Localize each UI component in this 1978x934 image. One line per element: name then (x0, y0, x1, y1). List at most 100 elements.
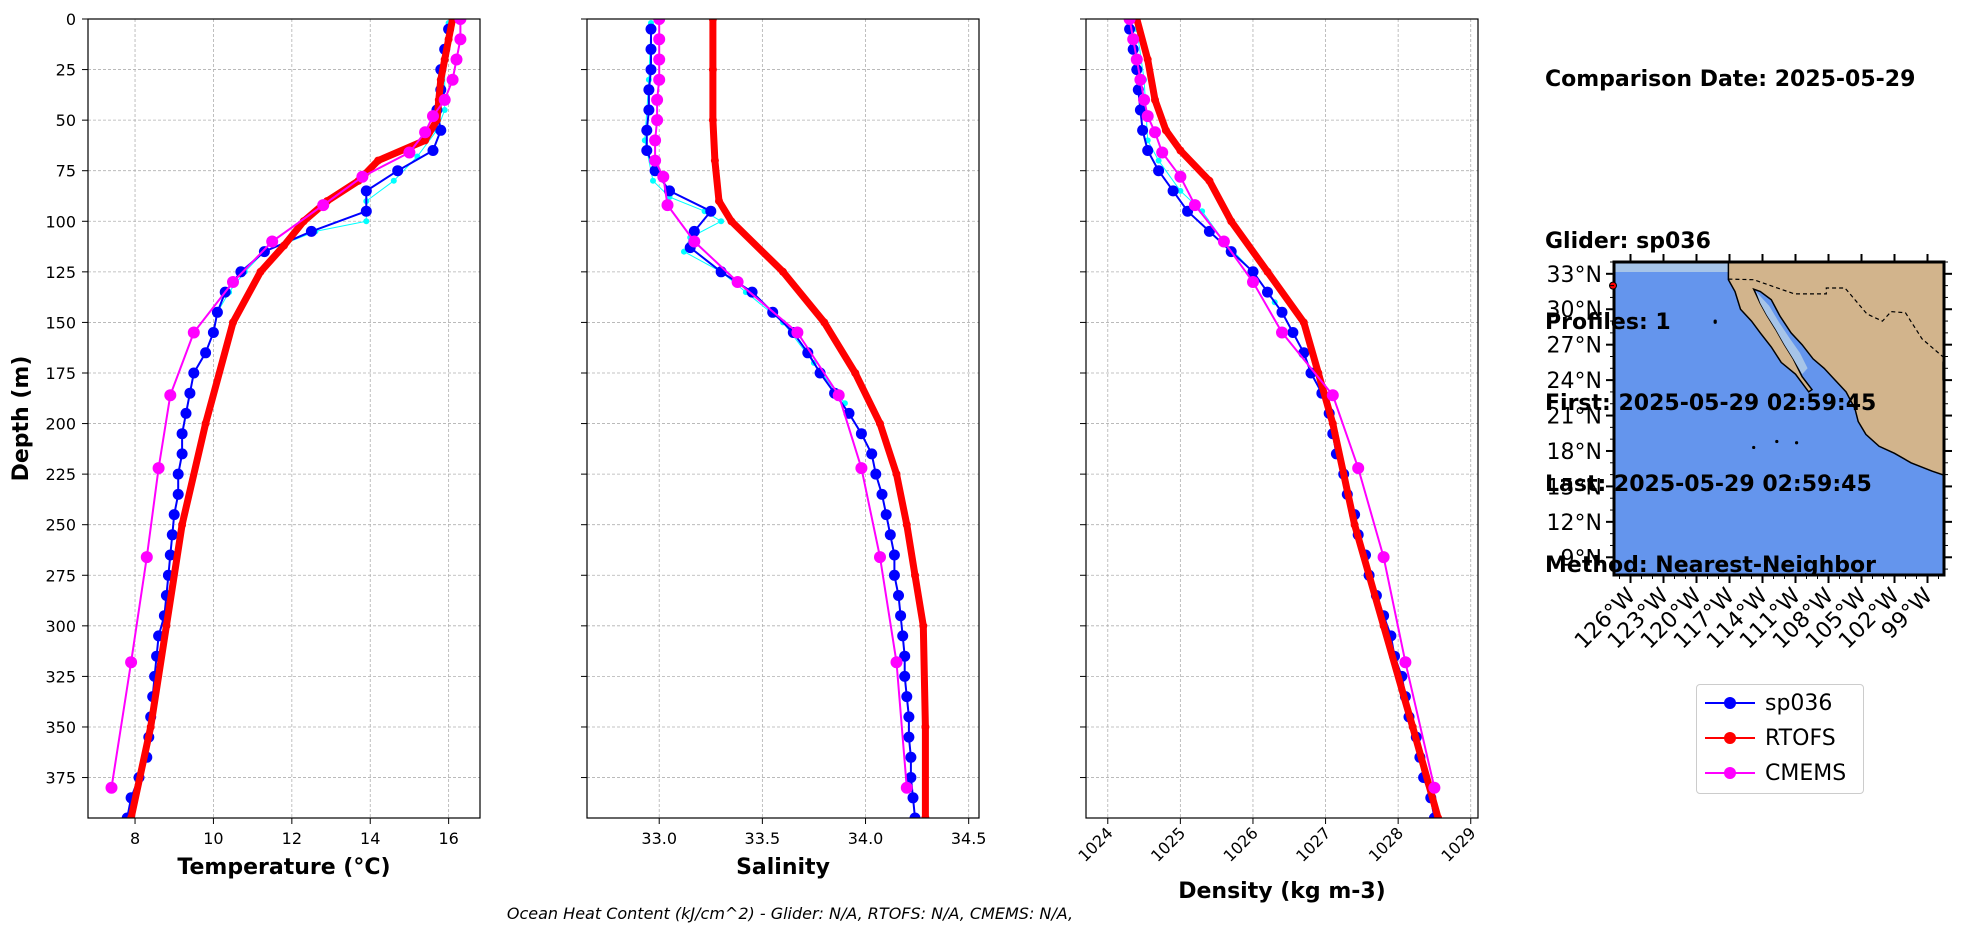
us-mexico-border (1728, 278, 1944, 359)
lat-label: 30°N (1547, 298, 1602, 323)
salinity-series (641, 19, 930, 818)
salinity-point-sp036 (893, 590, 904, 601)
salinity-point-rtofs (911, 571, 919, 580)
density-point-sp036 (1131, 64, 1143, 76)
density-point-sp036 (1153, 165, 1165, 177)
island (1713, 320, 1717, 324)
temperature-point-sp036 (172, 468, 184, 480)
depth-tick-label: 175 (45, 364, 76, 383)
depth-tick-label: 150 (45, 313, 76, 332)
density-point-cmems (1247, 276, 1259, 288)
temperature-point-cmems (317, 199, 330, 212)
interpolation-method: Method: Nearest-Neighbor (1545, 553, 1876, 578)
density-tick-label: 1029 (1437, 823, 1479, 865)
legend-marker-cmems (1724, 767, 1736, 779)
lat-label: 33°N (1547, 263, 1602, 288)
salinity-point-cmems (657, 170, 670, 183)
temperature-point-sp036 (207, 327, 219, 338)
density-line-cmems (1128, 19, 1436, 788)
temperature-point-sp036 (176, 428, 188, 440)
salinity-point-cmems (874, 551, 886, 564)
density-line-rtofs (1133, 19, 1442, 818)
density-point-rtofs (1299, 318, 1308, 327)
temperature-point-rtofs (374, 156, 383, 165)
density-point-cmems (1149, 126, 1161, 139)
salinity-point-rtofs (779, 267, 787, 276)
salinity-point-cmems (890, 656, 903, 669)
island (1775, 439, 1779, 444)
salinity-point-sp036 (641, 145, 653, 156)
density-point-rtofs (1434, 814, 1443, 818)
density-point-cmems (1399, 656, 1412, 669)
salinity-point-sp036 (746, 286, 758, 298)
salinity-point-sp036 (899, 650, 911, 662)
lat-label: 9°N (1561, 546, 1602, 571)
salinity-point-rtofs (708, 116, 717, 125)
temperature-point-glider-raw (390, 177, 397, 184)
island (1795, 441, 1799, 445)
temperature-point-sp036 (427, 145, 439, 156)
density-point-sp036 (1287, 327, 1299, 338)
density-point-rtofs (1161, 126, 1170, 135)
density-point-cmems (1276, 326, 1288, 339)
depth-tick-label: 25 (56, 61, 76, 80)
density-point-rtofs (1379, 621, 1388, 630)
salinity-point-sp036 (899, 670, 911, 682)
legend-item-rtofs: RTOFS (1705, 722, 1836, 754)
salinity-point-rtofs (851, 369, 860, 377)
density-tick-label: 1026 (1220, 823, 1262, 865)
salinity-point-cmems (653, 73, 666, 86)
salinity-point-sp036 (643, 104, 655, 116)
temperature-point-cmems (454, 33, 467, 46)
salinity-point-sp036 (880, 509, 892, 521)
density-point-cmems (1377, 551, 1390, 564)
salinity-point-sp036 (715, 266, 727, 278)
temperature-point-cmems (125, 656, 138, 669)
temperature-tick-label: 16 (438, 829, 458, 848)
salinity-point-rtofs (715, 197, 723, 206)
salinity-point-rtofs (708, 65, 717, 74)
depth-tick-label: 375 (45, 769, 76, 788)
temperature-axis-label: Temperature (°C) (177, 855, 390, 880)
salinity-point-sp036 (905, 751, 917, 763)
salinity-point-sp036 (907, 792, 919, 804)
temperature-point-sp036 (172, 488, 184, 500)
temperature-point-rtofs (229, 318, 237, 327)
salinity-point-sp036 (888, 549, 900, 561)
density-point-sp036 (1167, 185, 1179, 197)
island (1752, 445, 1756, 450)
salinity-point-cmems (900, 781, 913, 794)
temperature-point-rtofs (127, 814, 136, 818)
temperature-point-cmems (266, 235, 279, 248)
temperature-point-rtofs (436, 75, 445, 84)
temperature-point-glider-raw (441, 107, 448, 113)
lat-label: 21°N (1547, 405, 1602, 430)
density-axes-frame (1085, 18, 1479, 819)
salinity-point-glider-raw (718, 218, 725, 225)
comparison-date: Comparison Date: 2025-05-29 (1545, 67, 1916, 92)
salinity-point-sp036 (645, 23, 657, 35)
density-point-glider-raw (1177, 187, 1184, 194)
temperature-point-rtofs (421, 136, 430, 145)
salinity-point-sp036 (643, 84, 655, 96)
salinity-point-sp036 (855, 428, 867, 440)
lat-label: 24°N (1547, 369, 1602, 394)
legend-label-sp036: sp036 (1765, 690, 1833, 716)
density-point-rtofs (1205, 176, 1214, 185)
legend-label-rtofs: RTOFS (1765, 725, 1836, 751)
density-point-sp036 (1203, 225, 1215, 237)
salinity-point-sp036 (645, 43, 657, 55)
density-point-cmems (1156, 146, 1169, 159)
depth-tick-label: 75 (56, 162, 76, 181)
temperature-point-cmems (450, 53, 463, 66)
depth-tick-label: 0 (66, 10, 76, 29)
salinity-point-cmems (832, 389, 845, 402)
density-point-glider-raw (1155, 157, 1162, 164)
salinity-tick-label: 34.0 (848, 829, 884, 848)
density-point-cmems (1188, 199, 1201, 212)
salinity-point-cmems (661, 199, 674, 212)
salinity-point-cmems (731, 276, 744, 288)
temperature-line-glider-raw (216, 22, 450, 313)
salinity-point-sp036 (641, 124, 653, 136)
